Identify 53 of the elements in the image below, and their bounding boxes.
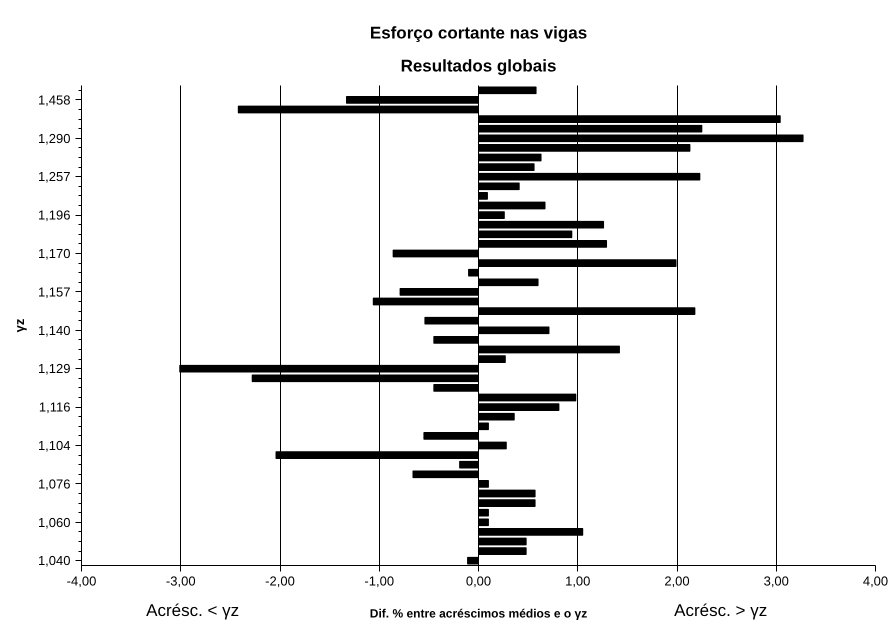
y-tick-label: 1,104	[38, 438, 71, 453]
chart-title: Esforço cortante nas vigas	[370, 24, 588, 42]
x-tick-label: 2,00	[664, 574, 690, 588]
y-tick-label: 1,040	[38, 553, 71, 568]
bar	[478, 124, 702, 133]
y-tick-label: 1,129	[38, 361, 71, 376]
bar	[392, 250, 479, 258]
bar	[478, 422, 489, 430]
x-tick-label: -2,00	[265, 574, 295, 588]
bar	[276, 451, 479, 459]
y-tick-label: 1,290	[38, 130, 71, 146]
bar	[478, 442, 507, 450]
bar	[478, 508, 489, 517]
bar	[478, 518, 489, 526]
bar	[478, 412, 515, 421]
bar	[478, 230, 572, 238]
bar	[478, 220, 604, 229]
x-tick-label: 4,00	[862, 574, 888, 588]
bar	[478, 307, 696, 315]
x-axis-title: Dif. % entre acréscimos médios e o γz	[370, 606, 588, 620]
x-tick-label: -1,00	[364, 574, 394, 588]
x-tick-label: 1,00	[565, 574, 590, 588]
x-tick-label: 3,00	[764, 574, 789, 588]
bar	[478, 278, 539, 286]
bar	[433, 384, 479, 392]
chart-subtitle: Resultados globais	[400, 56, 556, 76]
bar	[478, 240, 608, 248]
y-tick-label: 1,157	[38, 284, 71, 300]
x-tick-label: -3,00	[166, 574, 196, 588]
y-tick-label: 1,140	[38, 322, 71, 338]
bar	[412, 470, 479, 478]
bar	[478, 182, 520, 190]
bar	[478, 326, 550, 334]
y-tick-label: 1,116	[38, 400, 71, 415]
bar	[459, 460, 479, 469]
bar	[433, 336, 479, 344]
x-tick-label: 0,00	[466, 574, 492, 588]
bar	[468, 268, 479, 277]
bar	[252, 374, 479, 382]
bar	[424, 316, 479, 325]
y-tick-label: 1,076	[38, 476, 71, 492]
y-tick-label: 1,060	[38, 514, 71, 530]
y-tick-label: 1,458	[38, 92, 71, 108]
bar	[478, 259, 677, 267]
bar	[423, 432, 479, 440]
y-axis-title: γz	[12, 318, 27, 332]
text: Acrésc. < γz	[146, 601, 240, 620]
x-tick-label: -4,00	[66, 574, 96, 588]
y-tick-label: 1,170	[38, 246, 71, 261]
bar	[478, 172, 700, 181]
text: Acrésc. > γz	[674, 601, 768, 620]
y-tick-label: 1,257	[38, 169, 71, 184]
y-tick-label: 1,196	[38, 208, 71, 223]
